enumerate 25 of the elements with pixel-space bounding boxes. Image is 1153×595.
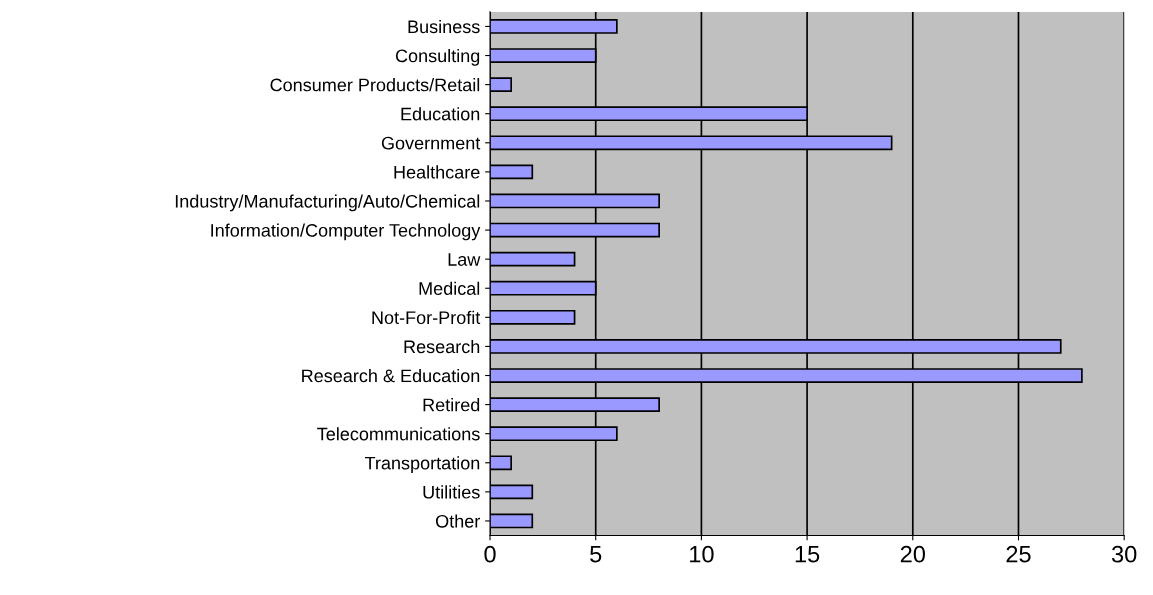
x-tick-label: 0 — [484, 545, 496, 563]
x-tick-label: 20 — [900, 545, 925, 563]
y-tick-label: Other — [436, 514, 481, 528]
y-tick-label: Business — [408, 19, 480, 34]
y-tick-label: Transportation — [364, 456, 480, 474]
y-tick-label: Law — [448, 253, 481, 266]
y-tick-label: Industry/Manufacturing/Auto/Chemical — [175, 194, 480, 212]
y-tick-label: Consumer Products/Retail — [270, 78, 480, 92]
y-tick-label: Research & Education — [302, 368, 480, 383]
y-tick-label: Research — [404, 339, 480, 354]
y-tick-label: Not-For-Profit — [372, 310, 481, 325]
y-tick-label: Medical — [419, 281, 480, 295]
x-tick-label: 5 — [590, 546, 602, 563]
x-tick-label: 25 — [1006, 545, 1031, 563]
y-tick-label: Retired — [423, 398, 480, 412]
x-tick-label: 10 — [690, 545, 714, 563]
y-tick-label: Government — [381, 136, 481, 150]
y-tick-label: Consulting — [395, 48, 480, 66]
y-tick-label: Utilities — [423, 485, 480, 499]
x-tick-label: 30 — [1111, 545, 1137, 563]
y-tick-label: Telecommunications — [317, 427, 480, 441]
y-tick-label: Education — [401, 107, 480, 121]
y-tick-label: Healthcare — [394, 165, 480, 179]
y-tick-label: Information/Computer Technology — [211, 223, 481, 241]
x-tick-label: 15 — [795, 546, 820, 563]
